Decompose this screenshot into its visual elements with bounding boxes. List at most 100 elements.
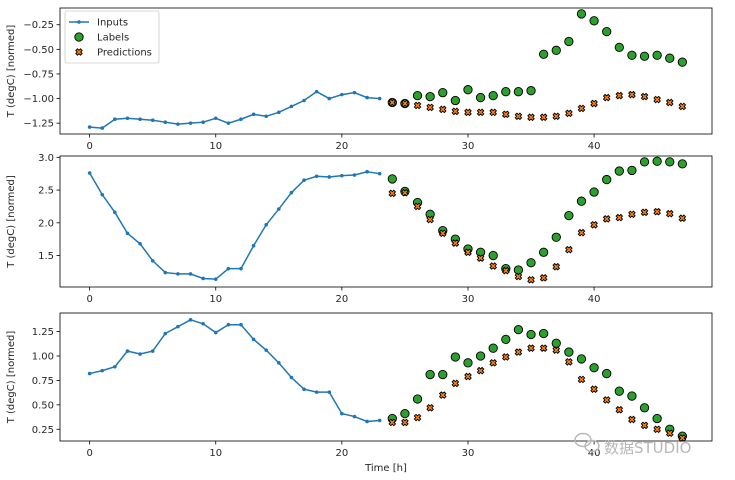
prediction-point bbox=[602, 93, 611, 102]
prediction-point bbox=[640, 208, 649, 217]
y-tick-label: 0.25 bbox=[32, 425, 54, 436]
label-point bbox=[412, 90, 423, 101]
label-point bbox=[463, 85, 473, 95]
label-point bbox=[513, 87, 524, 97]
series-labels bbox=[387, 324, 688, 441]
label-point bbox=[589, 363, 599, 373]
label-point bbox=[425, 91, 435, 102]
label-point bbox=[475, 92, 486, 103]
prediction-point bbox=[577, 228, 586, 237]
inputs-point bbox=[188, 318, 193, 322]
inputs-point bbox=[365, 419, 369, 424]
label-point bbox=[551, 232, 561, 242]
inputs-point bbox=[201, 321, 205, 326]
inputs-point bbox=[327, 390, 332, 394]
x-tick-label: 20 bbox=[335, 294, 348, 305]
prediction-point bbox=[665, 98, 674, 107]
inputs-point bbox=[125, 116, 130, 121]
label-point bbox=[412, 394, 423, 404]
label-point bbox=[576, 354, 587, 364]
inputs-point bbox=[289, 104, 294, 109]
prediction-point bbox=[628, 415, 636, 424]
x-axis-label: Time [h] bbox=[364, 463, 407, 474]
label-point bbox=[639, 403, 650, 413]
y-tick-label: 0.50 bbox=[32, 400, 54, 411]
inputs-point bbox=[289, 375, 294, 380]
inputs-line bbox=[88, 170, 380, 280]
axes-frame bbox=[59, 155, 713, 288]
legend: Inputs Labels Predictions bbox=[64, 10, 160, 64]
inputs-point bbox=[277, 361, 281, 365]
prediction-point bbox=[527, 344, 535, 353]
series-inputs bbox=[87, 89, 382, 130]
inputs-point bbox=[264, 114, 268, 119]
x-tick-label: 40 bbox=[588, 141, 601, 152]
subplot-2: 0 10 20 30 40 1.5 2.0 2.5 3.0 T (degC) [normed] bbox=[6, 153, 713, 305]
prediction-point bbox=[514, 348, 523, 356]
prediction-point bbox=[501, 110, 510, 119]
y-axis-label: T (degC) [normed] bbox=[6, 25, 17, 119]
label-point bbox=[538, 49, 549, 59]
label-point bbox=[576, 9, 587, 19]
prediction-point bbox=[489, 108, 498, 117]
inputs-point bbox=[277, 110, 281, 115]
inputs-point bbox=[251, 243, 256, 248]
inputs-point bbox=[150, 259, 155, 263]
inputs-point bbox=[264, 222, 268, 227]
inputs-point bbox=[340, 411, 344, 416]
series-labels bbox=[387, 9, 688, 109]
y-tick-label: 1.5 bbox=[38, 251, 54, 262]
prediction-point bbox=[388, 98, 397, 107]
prediction-point bbox=[615, 91, 624, 100]
y-axis-label: T (degC) [normed] bbox=[6, 331, 17, 425]
label-point bbox=[665, 157, 675, 167]
prediction-point bbox=[426, 403, 434, 412]
y-tick-label: 1.00 bbox=[32, 351, 54, 362]
label-point bbox=[538, 328, 549, 339]
prediction-point bbox=[577, 104, 586, 113]
prediction-point bbox=[565, 358, 573, 366]
inputs-point bbox=[113, 210, 117, 215]
y-tick-label: −1.00 bbox=[23, 94, 54, 105]
prediction-point bbox=[628, 210, 636, 219]
x-tick-label: 20 bbox=[335, 448, 348, 459]
axes-frame bbox=[59, 312, 713, 442]
label-point bbox=[526, 86, 536, 96]
inputs-point bbox=[377, 96, 382, 101]
label-point bbox=[400, 408, 410, 419]
inputs-point bbox=[302, 178, 306, 183]
legend-labels-marker bbox=[74, 32, 84, 42]
prediction-point bbox=[539, 273, 548, 282]
inputs-point bbox=[150, 118, 155, 123]
inputs-point bbox=[138, 117, 142, 122]
label-point bbox=[639, 157, 650, 167]
y-tick-label: −0.25 bbox=[23, 20, 54, 31]
legend-inputs-marker bbox=[77, 20, 81, 24]
label-point bbox=[589, 16, 599, 26]
inputs-point bbox=[226, 266, 231, 271]
prediction-point bbox=[602, 215, 611, 223]
x-tick-label: 20 bbox=[335, 141, 348, 152]
inputs-point bbox=[239, 266, 243, 271]
label-point bbox=[627, 391, 637, 401]
prediction-point bbox=[653, 207, 661, 216]
inputs-point bbox=[163, 331, 168, 336]
inputs-point bbox=[113, 364, 117, 369]
inputs-line bbox=[89, 90, 380, 129]
y-tick-label: 0.75 bbox=[32, 376, 54, 387]
label-point bbox=[614, 166, 624, 176]
inputs-point bbox=[377, 418, 382, 423]
label-point bbox=[564, 347, 574, 357]
inputs-point bbox=[239, 117, 243, 122]
inputs-point bbox=[113, 117, 117, 122]
series-inputs bbox=[87, 169, 382, 281]
inputs-point bbox=[352, 173, 357, 177]
label-point bbox=[652, 413, 662, 424]
prediction-point bbox=[640, 421, 649, 430]
y-tick-label: 3.0 bbox=[38, 153, 54, 164]
x-tick-label: 30 bbox=[462, 141, 475, 152]
prediction-point bbox=[552, 262, 561, 271]
inputs-point bbox=[365, 169, 369, 174]
prediction-point bbox=[653, 95, 661, 104]
